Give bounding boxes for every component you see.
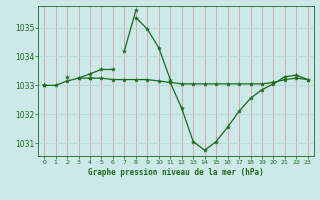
X-axis label: Graphe pression niveau de la mer (hPa): Graphe pression niveau de la mer (hPa) — [88, 168, 264, 177]
